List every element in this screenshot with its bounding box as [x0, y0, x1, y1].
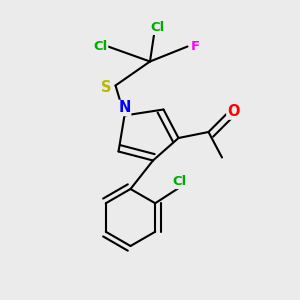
- Text: S: S: [101, 80, 112, 94]
- Text: Cl: Cl: [93, 40, 108, 53]
- Text: Cl: Cl: [93, 40, 108, 53]
- Text: Cl: Cl: [172, 176, 186, 188]
- Text: O: O: [227, 104, 239, 119]
- Text: O: O: [227, 104, 239, 119]
- Text: F: F: [190, 40, 200, 53]
- Text: S: S: [101, 80, 112, 94]
- Text: N: N: [118, 100, 131, 116]
- Text: Cl: Cl: [150, 21, 165, 34]
- Text: Cl: Cl: [172, 176, 186, 188]
- Text: F: F: [190, 40, 200, 53]
- Text: N: N: [118, 100, 131, 116]
- Text: Cl: Cl: [150, 21, 165, 34]
